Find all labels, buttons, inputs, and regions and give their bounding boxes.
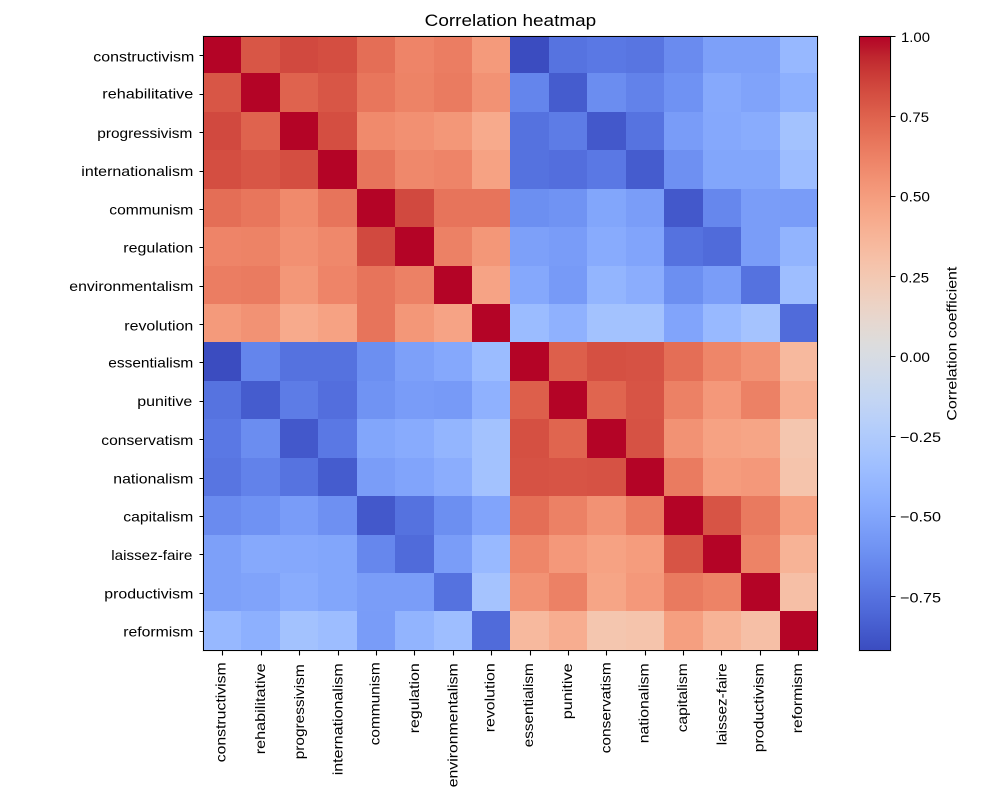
svg-text:progressivism: progressivism [97,125,192,141]
svg-text:nationalism: nationalism [636,663,652,743]
svg-text:internationalism: internationalism [329,663,345,775]
svg-text:conservatism: conservatism [597,662,613,753]
svg-text:0.75: 0.75 [900,109,929,125]
svg-text:communism: communism [367,662,383,745]
svg-text:laissez-faire: laissez-faire [713,663,729,745]
svg-text:reformism: reformism [789,663,805,733]
svg-text:rehabilitative: rehabilitative [252,663,268,754]
svg-text:nationalism: nationalism [113,470,193,486]
svg-text:capitalism: capitalism [123,509,193,525]
svg-text:essentialism: essentialism [108,355,193,371]
svg-text:revolution: revolution [482,663,498,732]
svg-text:−0.50: −0.50 [900,509,941,525]
svg-text:essentialism: essentialism [520,663,536,747]
svg-text:revolution: revolution [124,317,193,333]
svg-text:environmentalism: environmentalism [69,278,193,294]
svg-text:0.00: 0.00 [900,349,930,365]
svg-text:Correlation coefficient: Correlation coefficient [944,266,960,420]
svg-text:0.50: 0.50 [900,189,930,205]
svg-text:laissez-faire: laissez-faire [111,547,192,563]
svg-text:progressivism: progressivism [291,664,307,759]
svg-text:−0.75: −0.75 [900,589,941,605]
svg-text:0.25: 0.25 [900,269,929,285]
svg-text:−0.25: −0.25 [900,429,941,445]
svg-text:internationalism: internationalism [81,163,193,179]
svg-text:regulation: regulation [406,663,422,733]
svg-text:1.00: 1.00 [901,29,930,45]
svg-text:regulation: regulation [123,240,193,256]
svg-text:conservatism: conservatism [101,432,193,448]
svg-text:capitalism: capitalism [674,663,690,732]
svg-text:constructivism: constructivism [93,48,194,64]
svg-text:rehabilitative: rehabilitative [102,86,193,102]
svg-text:constructivism: constructivism [213,662,229,762]
svg-text:reformism: reformism [123,624,193,640]
svg-text:environmentalism: environmentalism [444,663,460,787]
svg-text:productivism: productivism [104,585,193,601]
svg-text:Correlation heatmap: Correlation heatmap [425,11,597,30]
svg-text:punitive: punitive [137,393,192,409]
svg-text:punitive: punitive [559,663,575,719]
svg-text:communism: communism [109,201,193,217]
svg-text:productivism: productivism [751,663,767,752]
